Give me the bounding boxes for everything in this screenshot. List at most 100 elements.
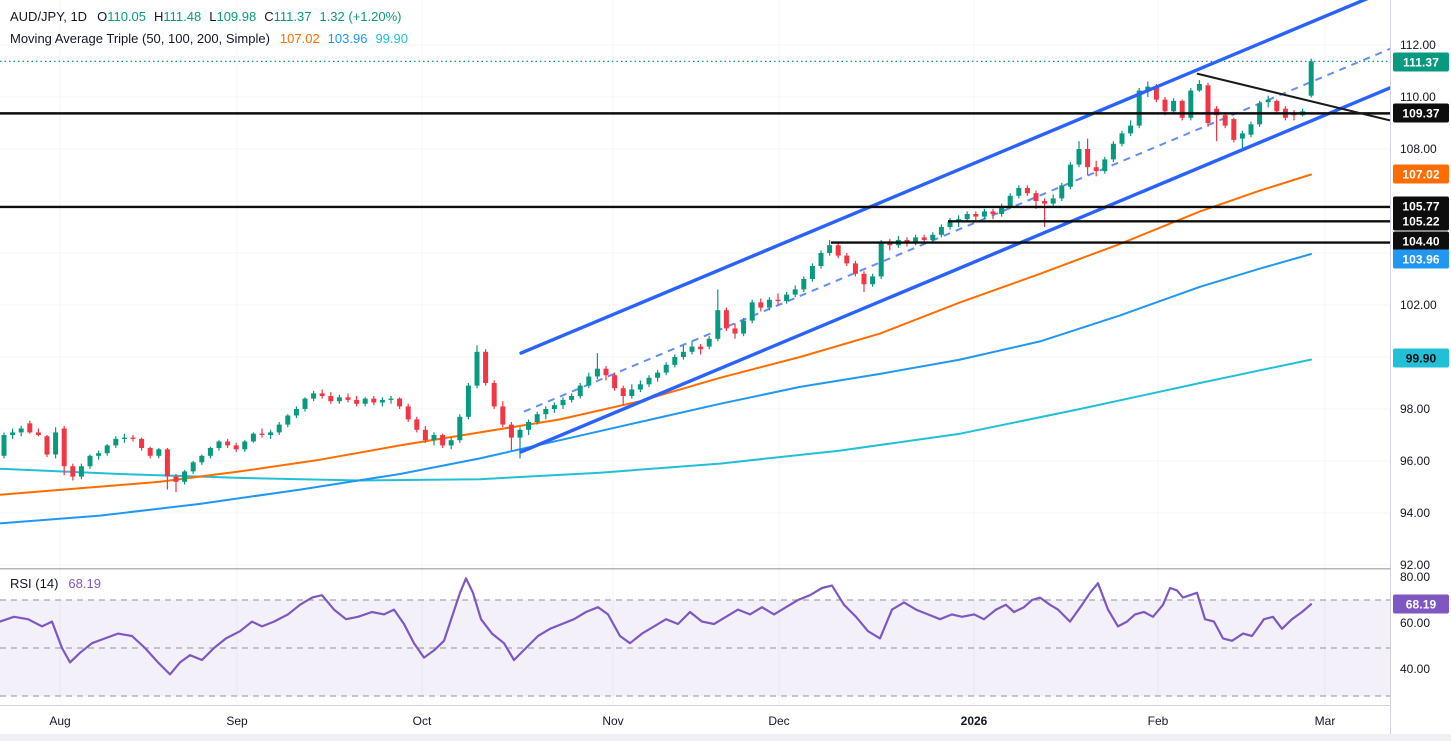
candle-body-up [689,346,695,352]
ma-legend-row: Moving Average Triple (50, 100, 200, Sim… [10,28,416,50]
candle-body-down [61,428,67,467]
price-axis[interactable]: 112.00110.00108.00106.00104.00102.00100.… [1390,0,1451,734]
candle-body-up [113,438,119,446]
candle-body-up [827,245,833,253]
candle-body-down [70,466,76,477]
time-axis-label: Nov [602,714,624,728]
candle-body-up [207,448,213,456]
candle-body-down [1205,85,1211,123]
candle-body-up [87,455,93,467]
bottom-scrollbar-strip[interactable] [0,734,1451,741]
ohlc-field: C111.37 [264,9,311,24]
ma-indicator-title: Moving Average Triple (50, 100, 200, Sim… [10,31,270,46]
candle-body-down [603,368,609,376]
candle-body-up [362,398,368,404]
candle-body-up [457,416,463,441]
candle-body-up [964,214,970,220]
price-badge: 68.19 [1393,594,1449,614]
candle-body-up [577,385,583,396]
price-pane-canvas[interactable] [0,0,1390,568]
change-value: 1.32 (+1.20%) [319,9,402,24]
candle-body-down [354,399,360,404]
candle-body-down [844,255,850,264]
candle-body-up [706,338,712,347]
candle-body-up [543,409,549,415]
ohlc-field: O110.05 [97,9,146,24]
candle-body-up [1119,133,1125,144]
candle-body-up [655,372,661,378]
candle-body-up [242,441,248,450]
candle-body-down [130,437,136,439]
candle-body-up [379,399,385,403]
candle-body-up [1007,195,1013,207]
candle-body-up [560,399,566,406]
candle-body-down [164,449,170,477]
price-badge: 111.37 [1393,52,1449,72]
ma-value: 103.96 [327,31,368,46]
ohlc-field-key: C [264,9,274,24]
descending-trendline [1196,72,1390,122]
axis-tick-label: 112.00 [1400,38,1436,52]
axis-tick-label: 40.00 [1400,662,1431,676]
time-axis[interactable]: Aug Sep Oct Nov Dec 2026 Feb Mar [0,705,1390,735]
candle-body-up [285,415,291,425]
candle-body-up [156,449,162,456]
candle-body-up [878,242,884,277]
candle-body-up [784,294,790,302]
ohlc-field-value: 110.05 [107,9,146,24]
candle-body-up [1110,143,1116,160]
candle-body-up [629,389,635,396]
candle-body-up [637,384,643,390]
candle-body-down [233,445,239,450]
price-badge: 105.22 [1393,211,1449,231]
candle-body-down [405,406,411,420]
candle-body-up [10,432,16,435]
candle-body-up [1308,61,1314,96]
candle-body-up [680,351,686,357]
candle-body-up [311,393,317,399]
ohlc-values: O110.05 H111.48 L109.98 C111.37 [97,9,319,24]
candle-body-up [947,221,953,227]
candle-body-up [53,432,59,455]
candle-body-up [517,429,523,438]
candle-body-up [1076,149,1082,165]
candle-body-down [147,448,153,456]
candle-body-down [1231,119,1237,140]
candle-body-down [1024,188,1030,194]
candle-body-up [801,279,807,290]
candle-body-down [397,398,403,407]
candle-body-down [1179,100,1185,118]
ma-value: 107.02 [279,31,320,46]
axis-tick-label: 94.00 [1400,506,1431,520]
price-badge: 109.37 [1393,103,1449,123]
candle-body-down [698,346,704,350]
candle-body-down [904,240,910,243]
candle-body-up [431,435,437,441]
channel-midline-dashed [523,47,1390,413]
candle-body-up [121,437,127,439]
ma-line [0,253,1312,525]
rsi-pane-canvas[interactable] [0,568,1390,705]
candle-body-up [809,266,815,279]
candle-body-up [465,385,471,417]
candle-body-up [182,471,188,482]
candle-body-down [1162,99,1168,112]
candle-body-down [732,328,738,334]
rsi-indicator-title: RSI (14) [10,576,59,591]
candle-body-up [1102,159,1108,172]
candle-body-down [328,396,334,402]
candle-body-up [1239,133,1245,139]
candle-body-up [276,424,282,433]
ma-line [0,358,1312,482]
candle-body-down [775,299,781,302]
candle-body-down [139,438,145,448]
channel-lower-line [519,86,1390,454]
candle-body-up [749,302,755,321]
candle-body-up [199,455,205,463]
candle-body-up [78,466,84,477]
candle-body-up [792,289,798,295]
candle-body-up [1248,124,1254,135]
candle-body-up [534,414,540,422]
candle-body-up [930,234,936,240]
candle-body-down [35,432,41,435]
